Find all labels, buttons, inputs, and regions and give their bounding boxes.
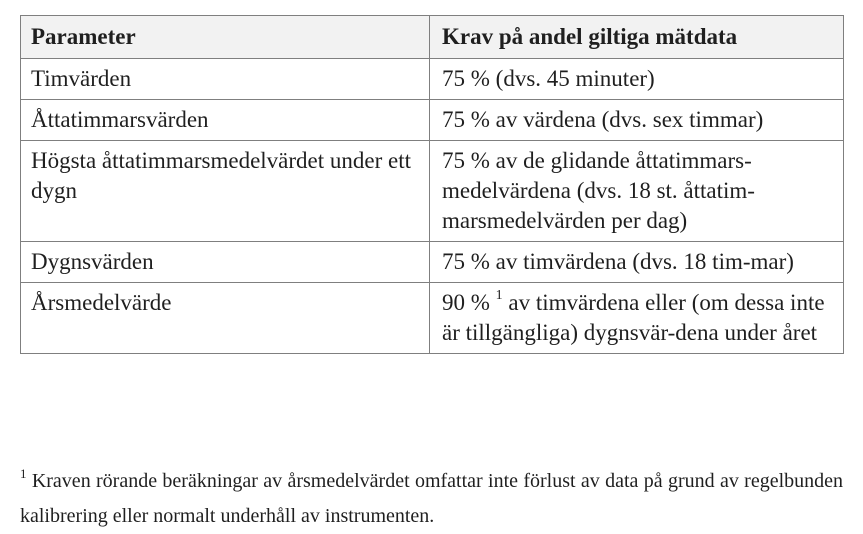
requirement-text-after: av timvärdena eller (om dessa inte är ti… <box>442 290 825 345</box>
header-parameter: Parameter <box>20 15 430 59</box>
cell-requirement: 75 % av de glidande åttatimmars-medelvär… <box>429 140 844 242</box>
footnote-marker: 1 <box>20 466 27 482</box>
footnote-text: Kraven rörande beräkningar av årsmedelvä… <box>20 470 843 527</box>
table-row: Årsmedelvärde 90 % 1 av timvärdena eller… <box>20 282 844 354</box>
footnote-reference: 1 <box>495 288 503 304</box>
cell-parameter: Högsta åttatimmarsmedelvärdet under ett … <box>20 140 430 242</box>
cell-requirement: 90 % 1 av timvärdena eller (om dessa int… <box>429 282 844 354</box>
requirement-text-before: 90 % <box>442 290 490 315</box>
cell-parameter: Årsmedelvärde <box>20 282 430 354</box>
document-page: Parameter Krav på andel giltiga mätdata … <box>20 15 844 527</box>
cell-parameter: Dygnsvärden <box>20 241 430 283</box>
cell-parameter: Timvärden <box>20 58 430 100</box>
table-row: Åttatimmarsvärden 75 % av värdena (dvs. … <box>20 99 844 141</box>
table-row: Högsta åttatimmarsmedelvärdet under ett … <box>20 140 844 242</box>
table-row: Dygnsvärden 75 % av timvärdena (dvs. 18 … <box>20 241 844 283</box>
footnote: 1 Kraven rörande beräkningar av årsmedel… <box>20 464 843 534</box>
data-validity-requirements-table: Parameter Krav på andel giltiga mätdata … <box>20 15 844 354</box>
cell-requirement: 75 % av värdena (dvs. sex timmar) <box>429 99 844 141</box>
header-requirement: Krav på andel giltiga mätdata <box>429 15 844 59</box>
cell-requirement: 75 % (dvs. 45 minuter) <box>429 58 844 100</box>
cell-parameter: Åttatimmarsvärden <box>20 99 430 141</box>
table-row: Timvärden 75 % (dvs. 45 minuter) <box>20 58 844 100</box>
table-header-row: Parameter Krav på andel giltiga mätdata <box>20 15 844 59</box>
cell-requirement: 75 % av timvärdena (dvs. 18 tim-mar) <box>429 241 844 283</box>
